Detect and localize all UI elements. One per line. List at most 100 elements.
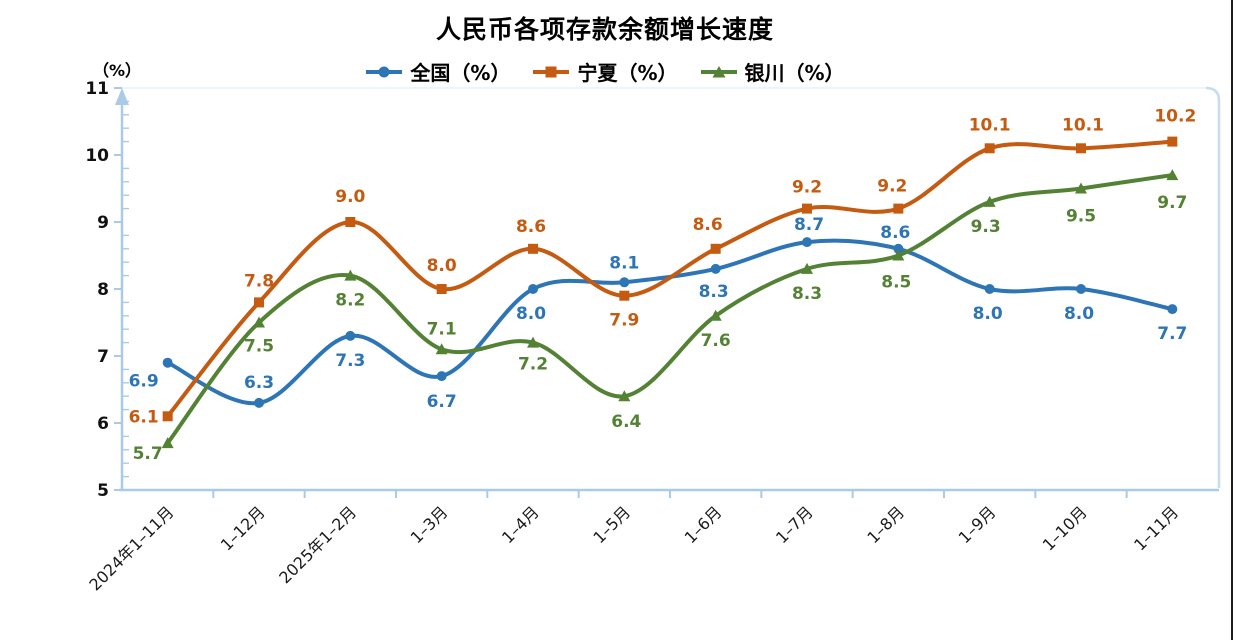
data-point-circle bbox=[436, 371, 447, 382]
chart-title: 人民币各项存款余额增长速度 bbox=[435, 15, 774, 44]
data-point-triangle bbox=[618, 390, 631, 402]
data-point-label: 8.7 bbox=[794, 215, 824, 235]
data-point-label: 7.1 bbox=[427, 319, 457, 339]
data-point-circle bbox=[1076, 284, 1086, 294]
data-point-label: 9.2 bbox=[877, 177, 907, 197]
data-point-square bbox=[254, 297, 264, 308]
x-axis-category-label: 2024年1–11月 bbox=[85, 502, 177, 594]
x-axis-category-label: 2025年1–2月 bbox=[275, 502, 360, 587]
x-axis-category-label: 1–5月 bbox=[589, 502, 634, 547]
data-point-circle bbox=[345, 330, 356, 341]
data-point-label: 6.9 bbox=[129, 372, 159, 392]
data-point-square bbox=[710, 243, 721, 254]
data-point-square bbox=[802, 203, 812, 214]
data-point-triangle bbox=[892, 249, 905, 261]
legend-label: 宁夏（%） bbox=[577, 61, 678, 85]
line-triangle-marker-icon bbox=[700, 65, 737, 77]
x-axis-category-label: 1–9月 bbox=[955, 502, 1000, 547]
x-axis-category-label: 1–4月 bbox=[498, 502, 543, 547]
data-point-label: 8.0 bbox=[427, 256, 457, 276]
legend: 全国（%） 宁夏（%） 银川（%） bbox=[0, 57, 1210, 86]
data-point-label: 10.1 bbox=[1062, 115, 1104, 135]
data-point-square bbox=[984, 143, 995, 154]
legend-label: 银川（%） bbox=[744, 61, 845, 85]
x-axis-category-label: 1–11月 bbox=[1130, 502, 1182, 554]
data-point-label: 8.0 bbox=[516, 304, 546, 324]
data-point-label: 9.0 bbox=[335, 187, 365, 207]
data-point-label: 8.1 bbox=[609, 253, 639, 273]
x-axis-category-label: 1–6月 bbox=[681, 502, 726, 547]
data-point-circle bbox=[254, 397, 264, 408]
y-axis-tick-label: 8 bbox=[97, 280, 109, 300]
data-point-square bbox=[528, 243, 538, 254]
data-point-triangle bbox=[709, 309, 722, 321]
y-axis-tick-label: 9 bbox=[97, 213, 109, 233]
page-edge-line bbox=[1231, 0, 1233, 640]
data-point-label: 8.3 bbox=[792, 284, 822, 304]
y-axis-tick-label: 5 bbox=[97, 481, 109, 501]
data-point-triangle bbox=[344, 269, 357, 281]
data-point-label: 6.1 bbox=[129, 407, 159, 427]
x-axis-category-label: 1–10月 bbox=[1039, 502, 1091, 554]
data-point-label: 7.2 bbox=[518, 355, 548, 375]
data-point-label: 9.3 bbox=[971, 217, 1001, 237]
data-point-triangle bbox=[983, 195, 996, 207]
data-point-label: 8.2 bbox=[335, 291, 365, 311]
line-square-marker-icon bbox=[533, 66, 570, 77]
data-point-triangle bbox=[161, 437, 174, 449]
x-axis-category-label: 1–3月 bbox=[407, 502, 452, 547]
data-point-triangle bbox=[253, 316, 265, 328]
data-point-square bbox=[345, 217, 356, 227]
legend-item-yinchuan: 银川（%） bbox=[700, 57, 845, 86]
data-point-circle bbox=[162, 357, 173, 368]
y-axis-tick-label: 11 bbox=[85, 79, 109, 99]
data-point-circle bbox=[528, 284, 538, 294]
legend-item-quanguo: 全国（%） bbox=[365, 57, 510, 86]
series-line-circle bbox=[165, 238, 1175, 406]
data-point-label: 8.0 bbox=[1064, 304, 1094, 324]
x-axis-category-label: 1–12月 bbox=[217, 502, 269, 554]
data-point-triangle bbox=[1166, 169, 1179, 181]
plot-border-right bbox=[1205, 86, 1221, 488]
series-line-triangle bbox=[165, 173, 1175, 446]
data-point-label: 8.3 bbox=[699, 282, 729, 302]
x-axis-category-label: 1–7月 bbox=[772, 502, 817, 547]
data-point-label: 5.7 bbox=[133, 444, 163, 464]
data-point-label: 7.5 bbox=[244, 337, 274, 357]
data-point-square bbox=[619, 290, 630, 301]
line-circle-marker-icon bbox=[366, 66, 403, 77]
data-point-label: 9.2 bbox=[792, 178, 822, 198]
data-point-label: 6.4 bbox=[611, 412, 641, 432]
data-point-label: 6.7 bbox=[427, 392, 457, 412]
data-point-label: 8.6 bbox=[693, 215, 723, 235]
y-axis-unit-label: （%） bbox=[93, 61, 142, 80]
data-point-label: 8.0 bbox=[973, 304, 1003, 324]
data-point-label: 10.2 bbox=[1154, 107, 1196, 127]
y-axis-tick-label: 6 bbox=[97, 414, 109, 434]
x-axis-category-label: 1–8月 bbox=[863, 502, 908, 547]
data-point-label: 7.6 bbox=[701, 331, 731, 351]
legend-label: 全国（%） bbox=[410, 61, 511, 85]
y-axis-tick-label: 7 bbox=[97, 347, 109, 367]
data-point-label: 7.9 bbox=[609, 311, 639, 331]
y-axis-tick-label: 10 bbox=[85, 146, 109, 166]
data-point-circle bbox=[619, 277, 630, 288]
y-axis-arrow-icon bbox=[115, 88, 129, 105]
data-point-label: 9.7 bbox=[1157, 193, 1187, 213]
data-point-label: 8.6 bbox=[880, 223, 910, 243]
data-point-square bbox=[1167, 136, 1178, 147]
data-point-circle bbox=[1167, 304, 1178, 315]
data-point-circle bbox=[893, 243, 904, 254]
data-point-square bbox=[893, 203, 904, 214]
data-point-label: 8.6 bbox=[516, 217, 546, 237]
data-point-label: 10.1 bbox=[969, 115, 1011, 135]
data-point-label: 7.8 bbox=[244, 271, 274, 291]
data-point-triangle bbox=[435, 343, 448, 355]
data-point-label: 6.3 bbox=[244, 373, 274, 393]
data-point-circle bbox=[802, 237, 812, 248]
data-point-triangle bbox=[527, 336, 539, 348]
data-point-triangle bbox=[801, 262, 813, 274]
data-point-label: 8.5 bbox=[881, 273, 911, 293]
